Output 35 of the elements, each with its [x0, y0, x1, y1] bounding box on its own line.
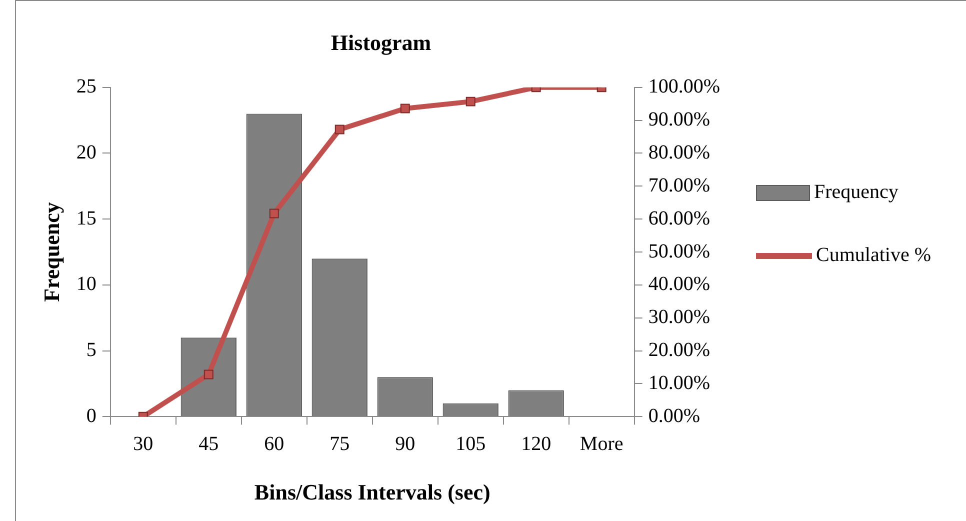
y2-tick-label: 20.00%: [648, 339, 710, 362]
y2-tick-label: 30.00%: [648, 306, 710, 328]
x-tick-label: 120: [521, 432, 552, 455]
y-tick-label: 20: [76, 141, 96, 164]
chart-title: Histogram: [330, 30, 432, 55]
y2-tick-label: 40.00%: [648, 273, 710, 296]
point: [334, 124, 344, 134]
x-tick-label: 75: [330, 432, 350, 455]
y-tick-label: 15: [76, 207, 96, 230]
y-tick-label: 10: [76, 273, 96, 296]
point: [269, 208, 279, 218]
point: [204, 370, 214, 380]
x-tick-label: 90: [395, 432, 416, 455]
legend-label: Cumulative %: [816, 244, 931, 267]
y-axis-title: Frequency: [38, 202, 64, 302]
point: [400, 104, 410, 114]
y2-tick-label: 0.00%: [648, 404, 700, 427]
x-tick-label: 30: [133, 432, 154, 455]
x-tick-label: 60: [264, 432, 284, 455]
x-tick-label: 105: [456, 432, 486, 455]
y2-tick-label: 100.00%: [648, 76, 720, 98]
y-tick-label: 0: [86, 404, 96, 427]
y-tick-label: 25: [76, 76, 96, 98]
y2-tick-label: 10.00%: [648, 372, 710, 394]
y2-tick-label: 80.00%: [648, 141, 710, 164]
y2-tick-label: 70.00%: [648, 174, 710, 196]
x-axis-title: Bins/Class Intervals (sec): [254, 479, 490, 504]
x-tick-label: More: [580, 432, 624, 455]
y2-tick-label: 60.00%: [648, 207, 710, 230]
y2-tick-label: 50.00%: [648, 240, 710, 262]
legend-label: Frequency: [814, 181, 898, 204]
y2-tick-label: 90.00%: [648, 108, 710, 131]
x-tick-label: 45: [198, 432, 219, 455]
point: [466, 96, 476, 106]
y-tick-label: 5: [86, 339, 96, 362]
